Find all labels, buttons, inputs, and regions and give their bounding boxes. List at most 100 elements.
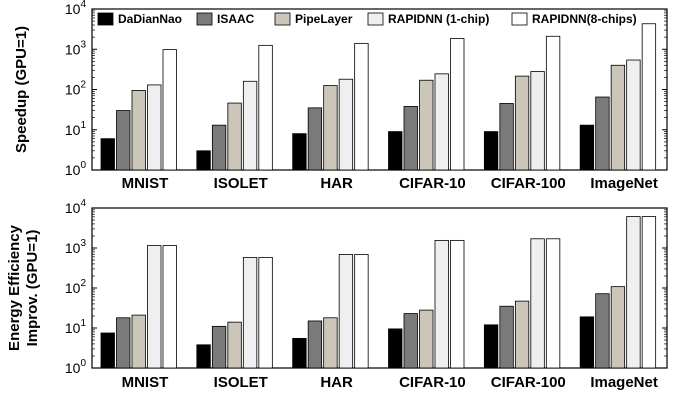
bar-rapidnn-8-chips--isolet bbox=[258, 44, 273, 171]
bar-dadiannao-imagenet bbox=[579, 316, 595, 369]
legend-label: RAPIDNN (1-chip) bbox=[388, 12, 489, 26]
chart-panel-2: 100 101 102 103 104 Energy EfficiencyImprov. … bbox=[6, 198, 668, 391]
bar-dadiannao-cifar-10 bbox=[388, 131, 403, 171]
bar-rapidnn-1-chip--isolet bbox=[242, 257, 258, 369]
bar-isaac-imagenet bbox=[595, 293, 610, 369]
legend-swatch bbox=[274, 12, 291, 26]
bar-isaac-mnist bbox=[116, 110, 131, 171]
bar-rapidnn-1-chip--isolet bbox=[242, 80, 258, 171]
bar-pipelayer-har bbox=[323, 317, 338, 369]
y-tick-label: 104 bbox=[65, 0, 87, 17]
bar-pipelayer-imagenet bbox=[610, 286, 626, 369]
bar-rapidnn-8-chips--cifar-10 bbox=[450, 38, 465, 171]
y-tick-label: 103 bbox=[65, 39, 87, 57]
legend-label: RAPIDNN(8-chips) bbox=[532, 12, 637, 26]
bar-dadiannao-har bbox=[292, 133, 307, 171]
bar-rapidnn-1-chip--har bbox=[338, 254, 354, 369]
y-tick-label: 100 bbox=[65, 160, 87, 178]
y-tick-label: 101 bbox=[65, 318, 87, 336]
bar-rapidnn-1-chip--imagenet bbox=[626, 59, 641, 171]
legend-swatch bbox=[196, 12, 213, 26]
x-tick-label: CIFAR-10 bbox=[399, 175, 466, 192]
bar-pipelayer-cifar-10 bbox=[419, 309, 434, 369]
legend: DaDianNao ISAAC PipeLayer RAPIDNN (1-chip) R… bbox=[97, 12, 637, 26]
bar-rapidnn-1-chip--mnist bbox=[147, 84, 162, 171]
legend-label: DaDianNao bbox=[118, 12, 182, 26]
bar-isaac-mnist bbox=[116, 317, 131, 369]
bar-pipelayer-mnist bbox=[131, 89, 146, 171]
bar-pipelayer-isolet bbox=[227, 102, 242, 171]
legend-swatch bbox=[511, 12, 528, 26]
bar-rapidnn-1-chip--cifar-10 bbox=[434, 73, 449, 171]
y-tick-label: 100 bbox=[65, 358, 87, 376]
bar-pipelayer-cifar-10 bbox=[419, 79, 434, 171]
bar-isaac-isolet bbox=[211, 124, 227, 171]
y-tick-label: 102 bbox=[65, 278, 87, 296]
x-tick-label: ISOLET bbox=[214, 175, 268, 192]
legend-swatch bbox=[97, 12, 114, 26]
y-ticks: 100 101 102 103 104 bbox=[65, 0, 667, 178]
bar-rapidnn-1-chip--mnist bbox=[147, 245, 162, 369]
bar-isaac-cifar-10 bbox=[403, 106, 418, 171]
bar-rapidnn-8-chips--cifar-10 bbox=[450, 239, 465, 369]
bar-rapidnn-1-chip--cifar-10 bbox=[434, 239, 449, 369]
bar-isaac-har bbox=[307, 107, 323, 171]
bar-dadiannao-cifar-100 bbox=[483, 131, 499, 171]
legend-label: PipeLayer bbox=[295, 12, 353, 26]
x-tick-label: MNIST bbox=[122, 374, 169, 391]
bar-rapidnn-8-chips--mnist bbox=[162, 245, 177, 369]
bar-pipelayer-cifar-100 bbox=[514, 75, 530, 171]
bar-pipelayer-mnist bbox=[131, 314, 146, 369]
bar-rapidnn-8-chips--mnist bbox=[162, 49, 177, 171]
bar-dadiannao-isolet bbox=[196, 150, 211, 171]
bar-isaac-har bbox=[307, 320, 323, 369]
bar-rapidnn-8-chips--cifar-100 bbox=[545, 35, 561, 171]
y-axis-label: Speedup (GPU=1) bbox=[13, 26, 30, 153]
bars bbox=[100, 216, 657, 369]
bar-rapidnn-1-chip--har bbox=[338, 78, 354, 171]
bar-rapidnn-8-chips--har bbox=[354, 42, 369, 171]
bar-isaac-cifar-100 bbox=[499, 103, 514, 171]
bar-dadiannao-isolet bbox=[196, 344, 211, 369]
legend-swatch bbox=[367, 12, 384, 26]
bar-isaac-isolet bbox=[211, 325, 227, 369]
bar-isaac-imagenet bbox=[595, 96, 610, 171]
bar-pipelayer-cifar-100 bbox=[514, 300, 530, 369]
y-tick-label: 104 bbox=[65, 198, 87, 216]
bar-dadiannao-imagenet bbox=[579, 124, 595, 171]
y-tick-label: 103 bbox=[65, 238, 87, 256]
bar-pipelayer-imagenet bbox=[610, 64, 626, 171]
x-tick-label: MNIST bbox=[122, 175, 169, 192]
x-tick-label: ISOLET bbox=[214, 374, 268, 391]
bar-rapidnn-8-chips--har bbox=[354, 254, 369, 369]
y-tick-label: 101 bbox=[65, 120, 87, 138]
x-tick-label: ImageNet bbox=[590, 175, 658, 192]
bar-rapidnn-8-chips--isolet bbox=[258, 257, 273, 369]
bar-rapidnn-1-chip--imagenet bbox=[626, 216, 641, 369]
bar-isaac-cifar-100 bbox=[499, 305, 514, 369]
bar-rapidnn-1-chip--cifar-100 bbox=[530, 238, 545, 369]
bar-dadiannao-har bbox=[292, 337, 307, 369]
bar-rapidnn-8-chips--imagenet bbox=[641, 23, 657, 171]
x-tick-label: HAR bbox=[320, 374, 353, 391]
x-tick-label: ImageNet bbox=[590, 374, 658, 391]
x-tick-label: CIFAR-10 bbox=[399, 374, 466, 391]
x-tick-label: HAR bbox=[320, 175, 353, 192]
bar-rapidnn-8-chips--cifar-100 bbox=[545, 238, 561, 369]
bar-rapidnn-1-chip--cifar-100 bbox=[530, 71, 545, 171]
bar-dadiannao-mnist bbox=[100, 138, 115, 171]
bar-pipelayer-isolet bbox=[227, 321, 242, 369]
y-tick-label: 102 bbox=[65, 80, 87, 98]
legend-label: ISAAC bbox=[217, 12, 255, 26]
bar-dadiannao-cifar-10 bbox=[388, 328, 403, 369]
y-axis-label: Energy EfficiencyImprov. (GPU=1) bbox=[6, 224, 41, 351]
bar-rapidnn-8-chips--imagenet bbox=[641, 216, 657, 369]
bar-pipelayer-har bbox=[323, 85, 338, 171]
bar-isaac-cifar-10 bbox=[403, 313, 418, 369]
y-ticks: 100 101 102 103 104 bbox=[65, 198, 667, 376]
x-tick-label: CIFAR-100 bbox=[491, 374, 566, 391]
chart-panel-1: 100 101 102 103 104 Speedup (GPU=1) MNIST ISOLE… bbox=[13, 0, 668, 192]
bar-dadiannao-cifar-100 bbox=[483, 324, 499, 369]
